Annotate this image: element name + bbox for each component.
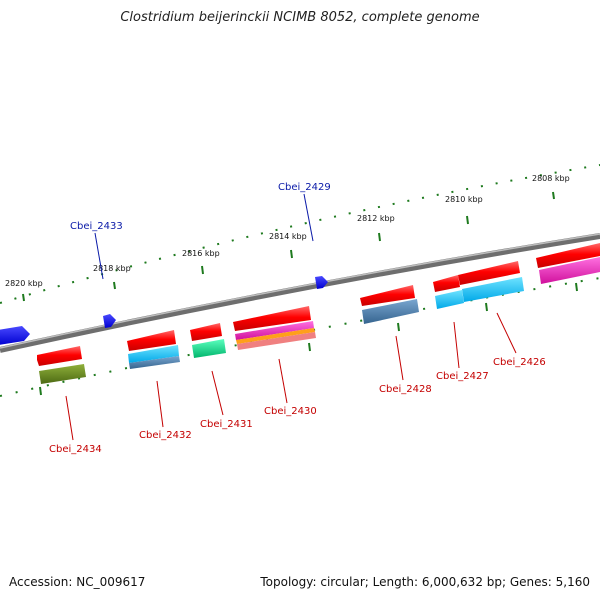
gene-feature-cbei-2429 <box>315 276 328 289</box>
accession-text: Accession: NC_009617 <box>9 575 146 589</box>
scale-label: 2820 kbp <box>5 279 43 288</box>
gene-label: Cbei_2430 <box>264 406 317 417</box>
gene-feature-cbei-2430 <box>235 321 314 340</box>
gene-feature-cbei-2431 <box>192 339 226 358</box>
scale-label: 2816 kbp <box>182 249 220 258</box>
topology-text: Topology: circular; Length: 6,000,632 bp… <box>260 575 590 589</box>
gene-label: Cbei_2431 <box>200 419 253 430</box>
scale-label: 2814 kbp <box>269 232 307 241</box>
scale-label: 2812 kbp <box>357 214 395 223</box>
gene-feature-cbei-2427 <box>435 290 464 309</box>
gene-feature-cbei-2426 <box>462 277 524 302</box>
map-title: Clostridium beijerinckii NCIMB 8052, com… <box>120 10 480 25</box>
gene-feature-cbei-2433 <box>103 314 116 328</box>
major-ticks <box>22 191 578 396</box>
gene-label: Cbei_2427 <box>436 371 489 382</box>
gene-feature-cbei-2428 <box>362 299 419 324</box>
scale-label: 2818 kbp <box>93 264 131 273</box>
scale-label: 2808 kbp <box>532 174 570 183</box>
gene-label: Cbei_2429 <box>278 182 331 193</box>
gene-label: Cbei_2434 <box>49 444 102 455</box>
gene-feature-forward <box>0 326 30 345</box>
gene-feature-pink <box>539 257 600 284</box>
scale-label: 2810 kbp <box>445 195 483 204</box>
label-leaders <box>65 193 517 441</box>
gene-label: Cbei_2426 <box>493 357 546 368</box>
genome-backbone <box>0 233 600 353</box>
cds-features <box>37 243 600 366</box>
gene-feature-cbei-2432 <box>128 345 179 363</box>
gene-label: Cbei_2428 <box>379 384 432 395</box>
gene-feature-cbei-2434 <box>39 364 86 384</box>
gene-label: Cbei_2433 <box>70 221 123 232</box>
gene-label: Cbei_2432 <box>139 430 192 441</box>
